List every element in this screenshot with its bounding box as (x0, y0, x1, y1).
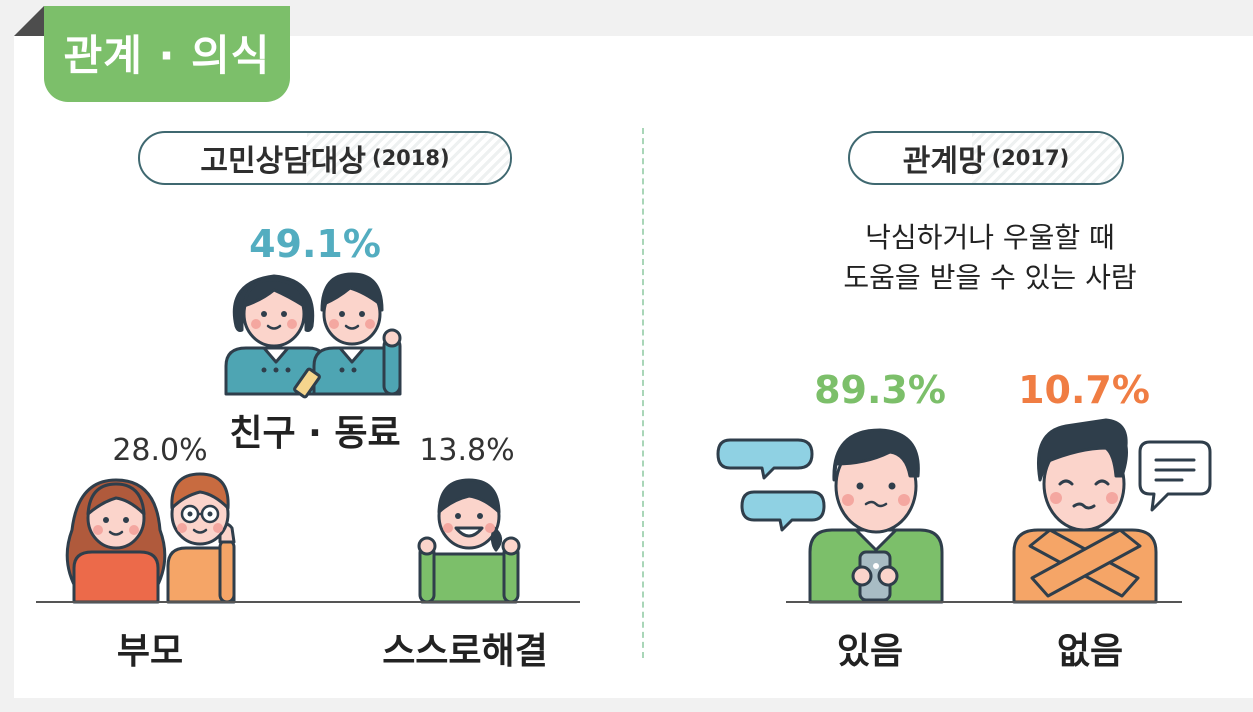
parents-illustration (65, 472, 236, 604)
self-percent: 13.8% (419, 433, 515, 468)
left-title: 고민상담대상 (200, 144, 366, 179)
section-divider (642, 128, 644, 658)
yes-person-illustration (808, 428, 944, 604)
parents-percent: 28.0% (112, 433, 208, 468)
yes-label: 있음 (836, 631, 904, 672)
friends-label: 친구 · 동료 (229, 413, 401, 454)
self-label: 스스로해결 (382, 631, 548, 672)
speech-bubbles-icon (716, 438, 826, 532)
corner-fold (14, 6, 44, 36)
no-person-illustration (1012, 418, 1158, 604)
self-illustration (417, 478, 521, 604)
no-percent: 10.7% (1018, 368, 1150, 412)
pill-stripes (306, 133, 510, 183)
yes-percent: 89.3% (814, 368, 946, 412)
description-line2: 도움을 받을 수 있는 사람 (843, 261, 1137, 294)
left-year: (2018) (371, 146, 450, 170)
right-title: 관계망 (902, 144, 986, 179)
message-icon (1138, 440, 1212, 512)
section-tab (44, 6, 290, 102)
section-title: 관계 · 의식 (63, 31, 271, 80)
left-ground-line (36, 601, 580, 603)
right-year: (2017) (991, 146, 1070, 170)
right-title-pill: 관계망 (2017) (848, 131, 1124, 185)
pill-stripes (972, 133, 1122, 183)
left-title-pill: 고민상담대상 (2018) (138, 131, 512, 185)
friends-illustration (224, 272, 402, 399)
description-line1: 낙심하거나 우울할 때 (865, 221, 1115, 254)
no-label: 없음 (1056, 631, 1124, 672)
parents-label: 부모 (116, 631, 184, 672)
right-ground-line (786, 601, 1182, 603)
friends-percent: 49.1% (249, 222, 381, 266)
